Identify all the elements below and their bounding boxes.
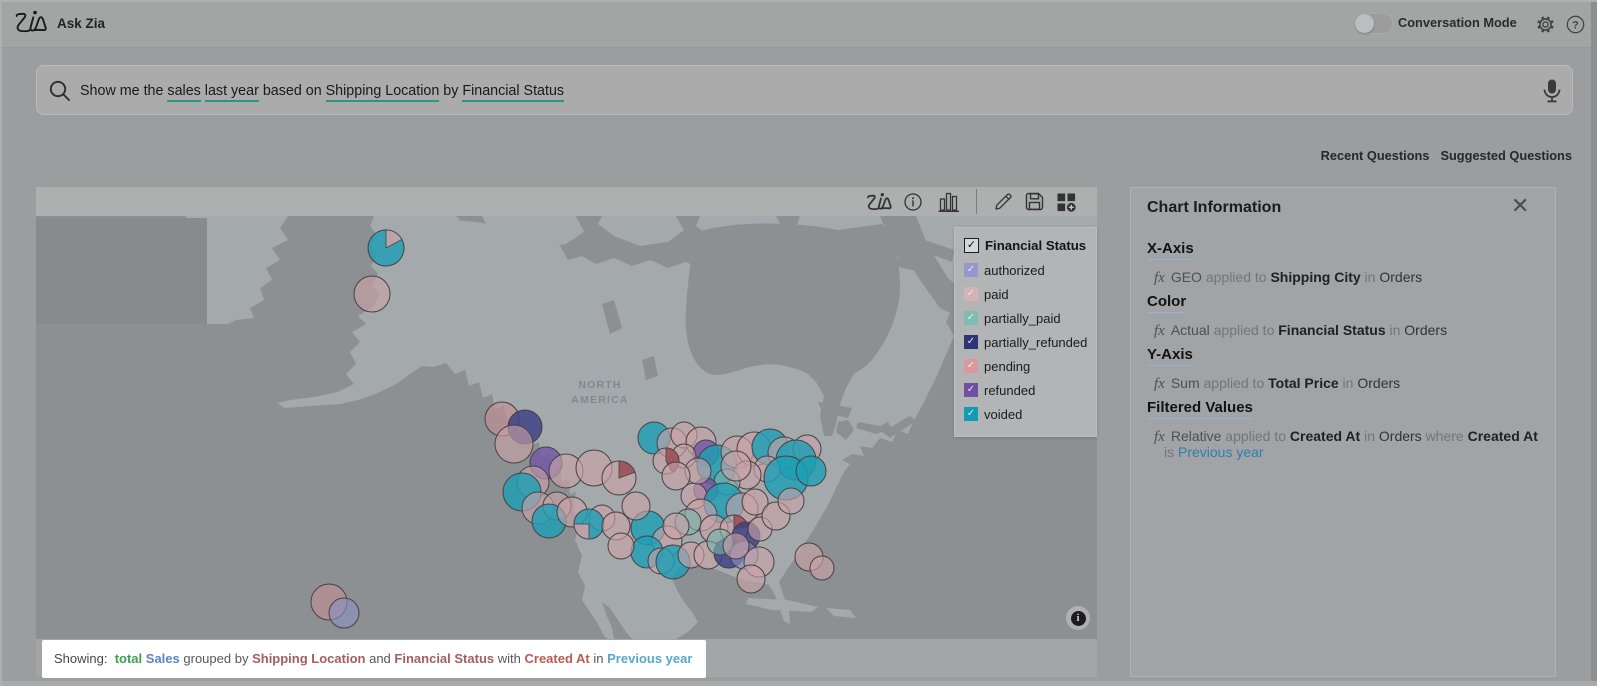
svg-text:?: ? xyxy=(1572,19,1579,31)
svg-text:NORTH: NORTH xyxy=(578,379,621,391)
svg-text:AMERICA: AMERICA xyxy=(571,394,628,406)
